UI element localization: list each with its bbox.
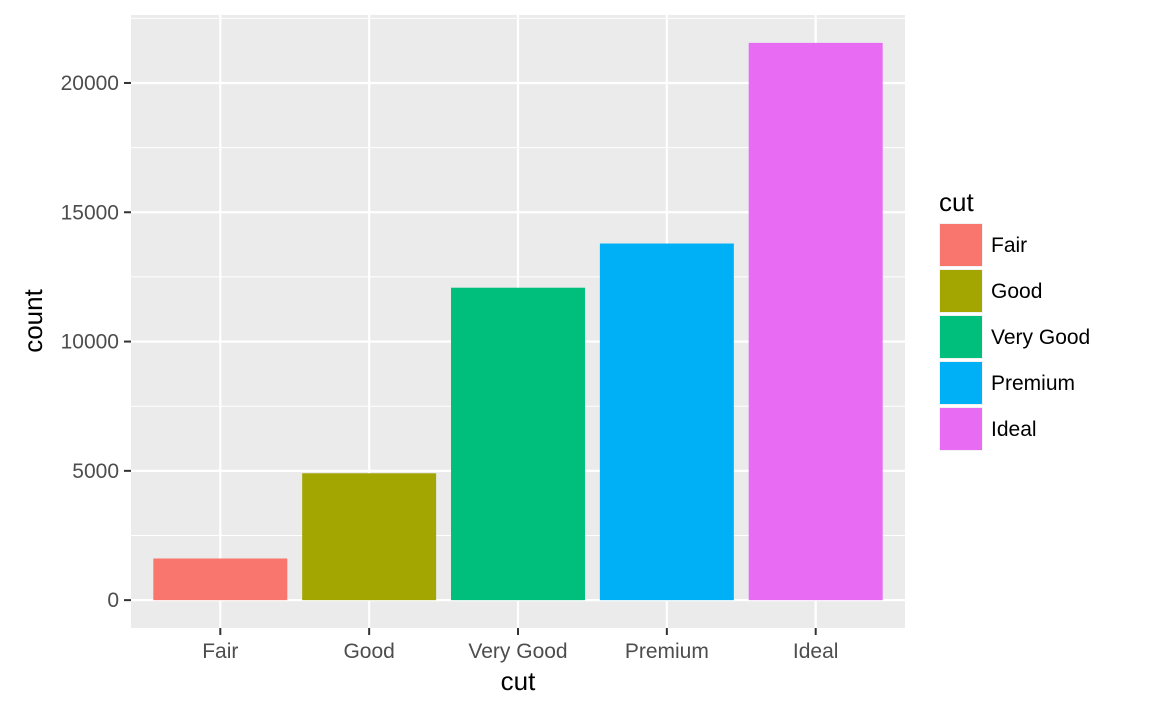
legend-swatch-good — [940, 270, 982, 312]
y-axis-ticks: 0 5000 10000 15000 20000 — [61, 72, 131, 612]
x-tick-label: Fair — [202, 640, 238, 663]
y-tick-label: 10000 — [61, 331, 119, 354]
y-tick-label: 0 — [107, 589, 119, 612]
x-tick-label: Good — [343, 640, 394, 663]
legend-swatch-premium — [940, 362, 982, 404]
legend-swatch-fair — [940, 224, 982, 266]
x-axis-title: cut — [501, 666, 536, 696]
x-axis-ticks: Fair Good Very Good Premium Ideal — [202, 628, 838, 663]
x-tick-label: Ideal — [793, 640, 839, 663]
legend-label: Good — [991, 280, 1042, 303]
y-tick-label: 15000 — [61, 201, 119, 224]
legend-swatch-ideal — [940, 408, 982, 450]
legend-label: Fair — [991, 234, 1027, 257]
bar-good — [302, 473, 437, 601]
y-tick-label: 5000 — [72, 460, 119, 483]
bar-very-good — [451, 287, 585, 601]
legend-items: Fair Good Very Good Premium Ideal — [939, 223, 1090, 451]
legend-title: cut — [939, 187, 974, 217]
x-tick-label: Very Good — [468, 640, 567, 663]
bar-fair — [153, 558, 288, 601]
bar-ideal — [748, 42, 883, 601]
legend-label: Ideal — [991, 418, 1037, 441]
y-tick-label: 20000 — [61, 72, 119, 95]
legend-label: Very Good — [991, 326, 1090, 349]
bar-premium — [599, 243, 734, 601]
legend-label: Premium — [991, 372, 1075, 395]
x-tick-label: Premium — [625, 640, 709, 663]
legend-swatch-very-good — [940, 316, 982, 358]
legend: cut Fair Good Very Good Premium Ideal — [939, 187, 1090, 451]
y-axis-title: count — [18, 288, 48, 352]
bars — [153, 42, 883, 601]
